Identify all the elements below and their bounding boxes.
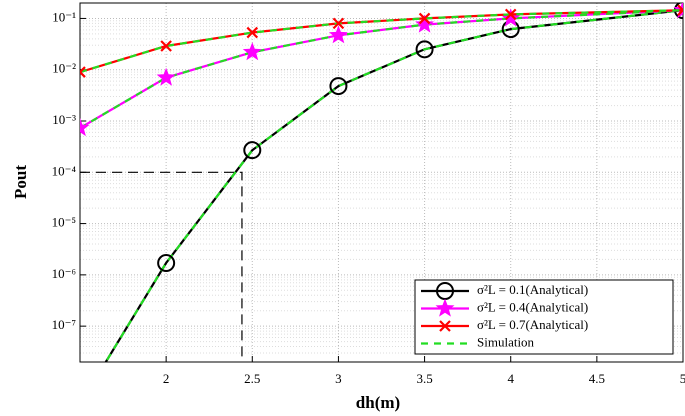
x-tick-label: 2.5: [244, 371, 260, 386]
simulation-line: [80, 9, 683, 129]
y-tick-label: 10⁻⁶: [52, 266, 76, 281]
y-tick-label: 10⁻⁴: [52, 163, 77, 178]
point-marker: [80, 66, 86, 78]
x-tick-label: 5: [680, 371, 685, 386]
point-marker: [242, 42, 262, 61]
point-marker: [435, 298, 455, 317]
x-tick-label: 3.5: [416, 371, 432, 386]
point-marker: [677, 4, 683, 16]
legend-label: σ²L = 0.4(Analytical): [477, 299, 588, 314]
point-marker: [157, 254, 176, 273]
point-marker: [332, 17, 345, 30]
point-marker: [329, 77, 348, 96]
y-tick-label: 10⁻⁷: [52, 317, 76, 332]
x-tick-label: 4: [507, 371, 514, 386]
legend-label: Simulation: [477, 334, 535, 349]
legend-box: [414, 279, 674, 355]
x-tick-label: 3: [335, 371, 342, 386]
series-line: [104, 9, 683, 362]
y-tick-label: 10⁻²: [52, 61, 76, 76]
x-axis-label: dh(m): [356, 393, 400, 412]
point-marker: [439, 320, 451, 332]
y-axis-label: Pout: [11, 165, 30, 199]
y-tick-label: 10⁻⁵: [52, 215, 76, 230]
point-marker: [80, 118, 90, 137]
legend-label: σ²L = 0.1(Analytical): [477, 282, 588, 297]
plot-frame: [79, 2, 684, 363]
reference-line: [80, 171, 243, 362]
point-marker: [415, 40, 434, 59]
point-marker: [156, 67, 176, 86]
point-marker: [328, 25, 348, 44]
x-tick-label: 4.5: [589, 371, 605, 386]
point-marker: [418, 12, 431, 25]
point-marker: [501, 8, 521, 27]
y-tick-label: 10⁻¹: [52, 9, 76, 24]
x-tick-label: 2: [163, 371, 170, 386]
point-marker: [246, 26, 259, 39]
point-marker: [72, 396, 88, 412]
point-marker: [504, 8, 517, 21]
y-tick-label: 10⁻³: [52, 112, 76, 127]
point-marker: [243, 141, 262, 160]
point-marker: [415, 14, 435, 33]
plot-area: [72, 3, 683, 412]
point-marker: [160, 40, 172, 52]
series-line: [80, 9, 683, 129]
legend-label: σ²L = 0.7(Analytical): [477, 317, 588, 332]
